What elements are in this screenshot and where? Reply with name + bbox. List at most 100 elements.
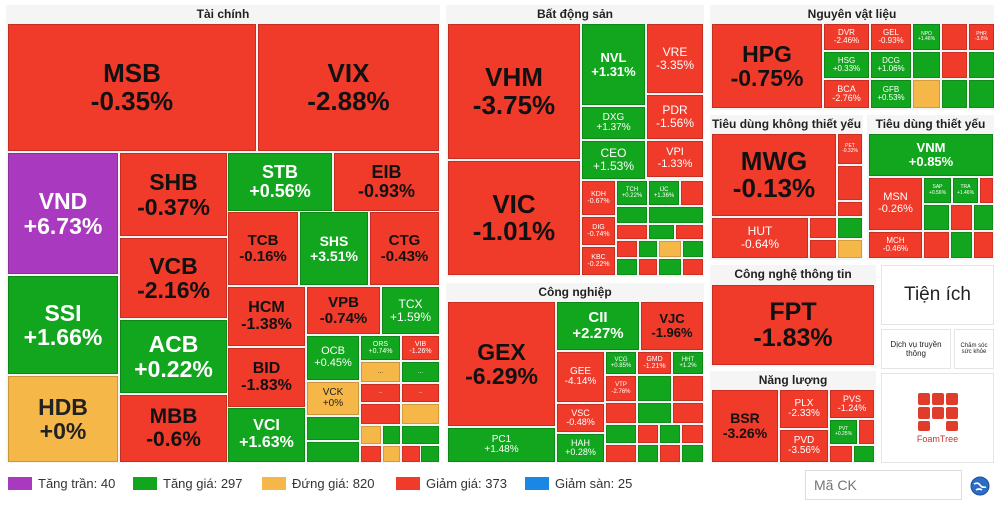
stock-tile-ctg[interactable]: CTG -0.43% [370,212,439,285]
small-stock-tile[interactable] [638,445,658,462]
small-stock-tile[interactable] [942,52,967,78]
small-stock-tile[interactable] [682,445,703,462]
stock-tile-dcg[interactable]: DCG +1.06% [871,52,911,78]
small-stock-tile[interactable] [683,241,703,257]
stock-tile-vix[interactable]: VIX -2.88% [258,24,439,151]
small-stock-tile[interactable] [617,225,647,239]
stock-tile-msn[interactable]: MSN -0.26% [869,178,922,230]
stock-tile-fpt[interactable]: FPT -1.83% [712,285,874,365]
stock-tile-pc1[interactable]: PC1 +1.48% [448,428,555,462]
stock-tile-vsc[interactable]: VSC -0.48% [557,404,604,432]
stock-tile-pvt[interactable]: PVT +0.25% [830,420,857,444]
stock-tile-vtp[interactable]: VTP -2.76% [606,376,636,401]
small-stock-tile[interactable] [617,259,637,275]
small-stock-tile[interactable] [942,80,967,108]
small-stock-tile[interactable] [659,259,681,275]
stock-tile-ors[interactable]: ORS +0.74% [361,336,400,360]
stock-tile-acb[interactable]: ACB +0.22% [120,320,227,393]
small-stock-tile[interactable] [361,404,400,424]
small-stock-tile[interactable] [924,232,949,258]
small-stock-tile[interactable] [361,446,381,462]
stock-tile-vck[interactable]: VCK +0% [307,382,359,415]
stock-search-input[interactable] [805,470,962,500]
stock-tile-mwg[interactable]: MWG -0.13% [712,134,836,216]
stock-tile-gee[interactable]: GEE -4.14% [557,352,604,402]
stock-tile-npo[interactable]: NPO +1.46% [913,24,940,50]
stock-tile-eib[interactable]: EIB -0.93% [334,153,439,211]
small-stock-tile[interactable] [951,232,972,258]
small-stock-tile[interactable] [606,425,636,443]
stock-tile-phr[interactable]: PHR -3.8% [969,24,994,50]
small-stock-tile[interactable] [639,259,657,275]
small-stock-tile[interactable] [838,218,862,238]
stock-tile-tcx[interactable]: TCX +1.59% [382,287,439,334]
stock-tile-bsr[interactable]: BSR -3.26% [712,390,778,462]
small-stock-tile[interactable] [639,241,657,257]
small-stock-tile[interactable] [830,446,852,462]
stock-tile-plx[interactable]: PLX -2.33% [780,390,828,428]
globe-search-icon[interactable] [970,476,990,496]
stock-tile-vib[interactable]: VIB -1.26% [402,336,439,360]
small-stock-tile[interactable] [859,420,874,444]
small-stock-tile[interactable] [617,241,637,257]
stock-tile-shs[interactable]: SHS +3.51% [300,212,368,285]
small-stock-tile[interactable] [606,445,636,462]
small-stock-tile[interactable] [649,225,674,239]
small-stock-tile[interactable] [673,376,703,401]
healthcare-panel[interactable]: Chăm sóc sức khỏe [954,329,994,369]
stock-tile-ssi[interactable]: SSI +1.66% [8,276,118,374]
stock-tile-vnm[interactable]: VNM +0.85% [869,134,993,176]
stock-tile-hdb[interactable]: HDB +0% [8,376,118,462]
small-stock-tile[interactable] [980,178,993,203]
stock-tile-pvs[interactable]: PVS -1.24% [830,390,874,418]
communication-panel[interactable]: Dịch vụ truyền thông [881,329,951,369]
stock-tile-hsg[interactable]: HSG +0.33% [824,52,869,78]
small-stock-tile[interactable] [307,442,359,462]
small-stock-tile[interactable] [307,417,359,440]
small-stock-tile[interactable] [638,376,671,401]
small-stock-tile[interactable] [606,403,636,423]
small-stock-tile[interactable] [402,404,439,424]
stock-tile-vhm[interactable]: VHM -3.75% [448,24,580,159]
stock-tile-pvd[interactable]: PVD -3.56% [780,430,828,462]
stock-tile-vcg[interactable]: VCG +0.85% [606,352,636,374]
stock-tile-gfb[interactable]: GFB +0.53% [871,80,911,108]
utilities-panel[interactable]: Tiện ích [881,265,994,325]
small-stock-tile[interactable] [913,52,940,78]
small-stock-tile[interactable] [402,446,420,462]
small-stock-tile[interactable] [969,80,994,108]
small-stock-tile[interactable] [854,446,874,462]
stock-tile-shb[interactable]: SHB -0.37% [120,153,227,236]
stock-tile-cii[interactable]: CII +2.27% [557,302,639,350]
small-stock-tile[interactable] [383,446,400,462]
stock-tile-gex[interactable]: GEX -6.29% [448,302,555,426]
stock-tile-hpg[interactable]: HPG -0.75% [712,24,822,108]
small-stock-tile[interactable] [682,425,703,443]
small-stock-tile[interactable] [683,259,703,275]
stock-tile-hah[interactable]: HAH +0.28% [557,434,604,462]
stock-tile-mch[interactable]: MCH -0.46% [869,232,922,258]
small-stock-tile[interactable] [924,205,949,230]
stock-tile-pdr[interactable]: PDR -1.56% [647,95,703,139]
stock-tile-vic[interactable]: VIC -1.01% [448,161,580,275]
small-stock-tile[interactable] [676,225,703,239]
small-stock-tile[interactable] [974,205,993,230]
stock-tile-kbc[interactable]: KBC -0.22% [582,247,615,275]
small-stock-tile[interactable] [638,425,658,443]
stock-tile-gmd[interactable]: GMD -1.21% [638,352,671,374]
stock-tile-ocb[interactable]: OCB +0.45% [307,336,359,380]
stock-tile-mbb[interactable]: MBB -0.6% [120,395,227,462]
small-stock-tile[interactable] [942,24,967,50]
stock-tile-stb[interactable]: STB +0.56% [228,153,332,211]
stock-tile-bid[interactable]: BID -1.83% [228,348,305,407]
small-stock-tile[interactable] [838,166,862,200]
stock-tile-vnd[interactable]: VND +6.73% [8,153,118,274]
stock-tile-tch[interactable]: TCH +0.22% [617,181,647,205]
stock-tile-tra[interactable]: TRA +1.46% [953,178,978,203]
stock-tile-vci[interactable]: VCI +1.63% [228,408,305,462]
stock-tile-ijc[interactable]: IJC +1.36% [649,181,679,205]
stock-tile-dxg[interactable]: DXG +1.37% [582,107,645,139]
stock-tile-vpi[interactable]: VPI -1.33% [647,141,703,177]
stock-tile-pet[interactable]: PET -0.32% [838,134,862,164]
stock-tile-nvl[interactable]: NVL +1.31% [582,24,645,105]
